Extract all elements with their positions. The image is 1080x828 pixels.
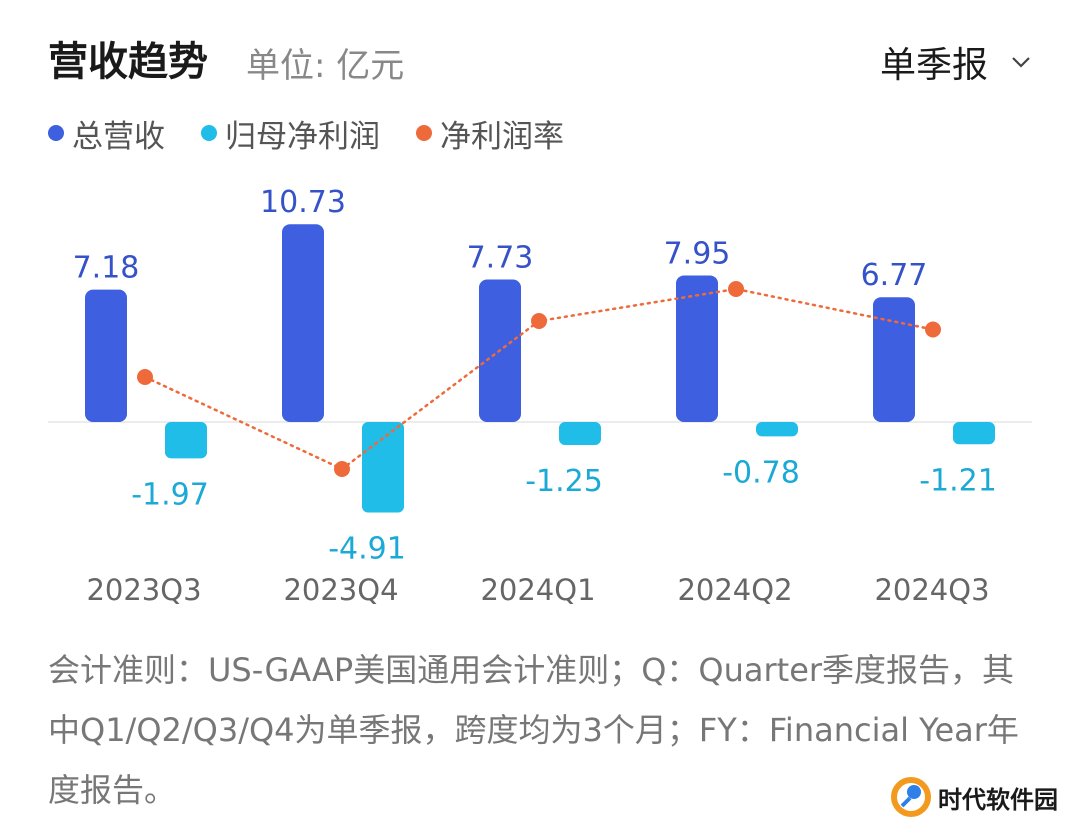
revenue-data-label: 7.95 xyxy=(664,236,731,271)
chart-header: 营收趋势 单位: 亿元 单季报 xyxy=(48,34,1032,90)
legend-item-net-profit[interactable]: 归母净利润 xyxy=(201,111,380,156)
revenue-bar xyxy=(873,297,915,422)
footnote: 会计准则：US-GAAP美国通用会计准则；Q：Quarter季度报告，其中Q1/… xyxy=(48,651,1019,809)
revenue-bar xyxy=(282,224,324,422)
net-margin-point xyxy=(531,313,547,329)
revenue-data-label: 6.77 xyxy=(861,258,928,293)
net-profit-data-label: -0.78 xyxy=(722,455,800,490)
net-margin-point xyxy=(728,281,744,297)
net-margin-point xyxy=(137,369,153,385)
net-profit-data-label: -1.21 xyxy=(919,463,997,498)
period-dropdown[interactable]: 单季报 xyxy=(880,34,1032,90)
legend-label: 净利润率 xyxy=(440,118,564,155)
legend-label: 归母净利润 xyxy=(225,118,380,155)
period-dropdown-label: 单季报 xyxy=(879,45,988,86)
legend-dot-icon xyxy=(48,125,64,141)
x-tick-label: 2023Q4 xyxy=(283,573,398,607)
net-profit-data-label: -1.25 xyxy=(525,464,603,499)
x-tick-label: 2023Q3 xyxy=(86,573,201,607)
net-profit-data-label: -4.91 xyxy=(328,532,406,567)
chart-title: 营收趋势 xyxy=(48,39,208,85)
chevron-down-icon xyxy=(1012,57,1030,68)
logo-icon xyxy=(891,777,931,817)
net-profit-bar xyxy=(953,422,995,445)
revenue-data-label: 7.18 xyxy=(73,251,140,286)
legend-dot-icon xyxy=(416,125,432,141)
revenue-bar xyxy=(85,289,127,422)
revenue-data-label: 7.73 xyxy=(467,240,534,275)
watermark: 时代软件园 xyxy=(890,776,1058,818)
net-profit-bar xyxy=(165,422,207,459)
legend-item-net-margin[interactable]: 净利润率 xyxy=(416,111,564,156)
legend-dot-icon xyxy=(201,125,217,141)
net-margin-point xyxy=(334,461,350,477)
revenue-data-label: 10.73 xyxy=(260,185,346,220)
unit-label: 单位: 亿元 xyxy=(246,46,405,86)
net-profit-bar xyxy=(559,422,601,446)
legend-item-revenue[interactable]: 总营收 xyxy=(48,111,165,156)
revenue-bar xyxy=(676,275,718,422)
x-tick-label: 2024Q3 xyxy=(874,573,989,607)
revenue-chart: 7.18 -1.97 2023Q3 10.73 -4.91 2023Q4 7.73 -1.25… xyxy=(48,185,1032,607)
net-profit-bar xyxy=(362,422,404,513)
net-margin-point xyxy=(925,321,941,338)
net-profit-bar xyxy=(756,422,798,437)
legend: 总营收 归母净利润 净利润率 xyxy=(48,108,600,158)
x-tick-label: 2024Q2 xyxy=(677,573,792,607)
legend-label: 总营收 xyxy=(72,118,165,155)
watermark-text: 时代软件园 xyxy=(938,785,1058,814)
x-tick-label: 2024Q1 xyxy=(480,573,595,607)
net-profit-data-label: -1.97 xyxy=(131,477,209,512)
